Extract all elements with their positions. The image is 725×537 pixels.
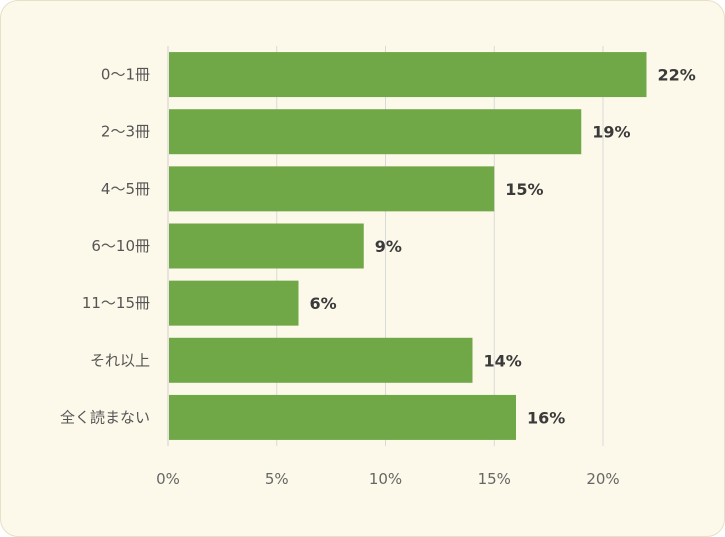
category-label: それ以上 bbox=[90, 351, 150, 369]
category-label: 全く読まない bbox=[60, 408, 150, 426]
category-label: 11〜15冊 bbox=[82, 294, 150, 312]
x-tick-label: 20% bbox=[586, 470, 619, 488]
x-tick-label: 0% bbox=[156, 470, 180, 488]
data-label: 16% bbox=[527, 408, 565, 427]
category-label: 4〜5冊 bbox=[101, 180, 150, 198]
x-tick-label: 15% bbox=[478, 470, 511, 488]
bar bbox=[169, 280, 299, 326]
data-label: 15% bbox=[505, 180, 543, 199]
bar bbox=[169, 337, 473, 383]
data-label: 6% bbox=[310, 294, 337, 313]
category-label: 2〜3冊 bbox=[101, 123, 150, 141]
x-tick-label: 10% bbox=[369, 470, 402, 488]
bar bbox=[169, 223, 364, 269]
labels: 0% 5% 10% 15% 20% 0〜1冊 22% 2〜3冊 19% 4〜5冊 15% 6〜10冊 9… bbox=[60, 66, 696, 488]
data-label: 14% bbox=[484, 351, 522, 370]
x-tick-label: 5% bbox=[265, 470, 289, 488]
data-label: 22% bbox=[658, 66, 696, 85]
data-label: 19% bbox=[592, 123, 630, 142]
category-label: 6〜10冊 bbox=[91, 237, 150, 255]
bar bbox=[169, 166, 495, 212]
category-label: 0〜1冊 bbox=[101, 66, 150, 84]
bar bbox=[169, 394, 516, 440]
bar bbox=[169, 52, 647, 98]
data-label: 9% bbox=[375, 237, 402, 256]
bars bbox=[169, 52, 647, 440]
bar bbox=[169, 109, 582, 155]
